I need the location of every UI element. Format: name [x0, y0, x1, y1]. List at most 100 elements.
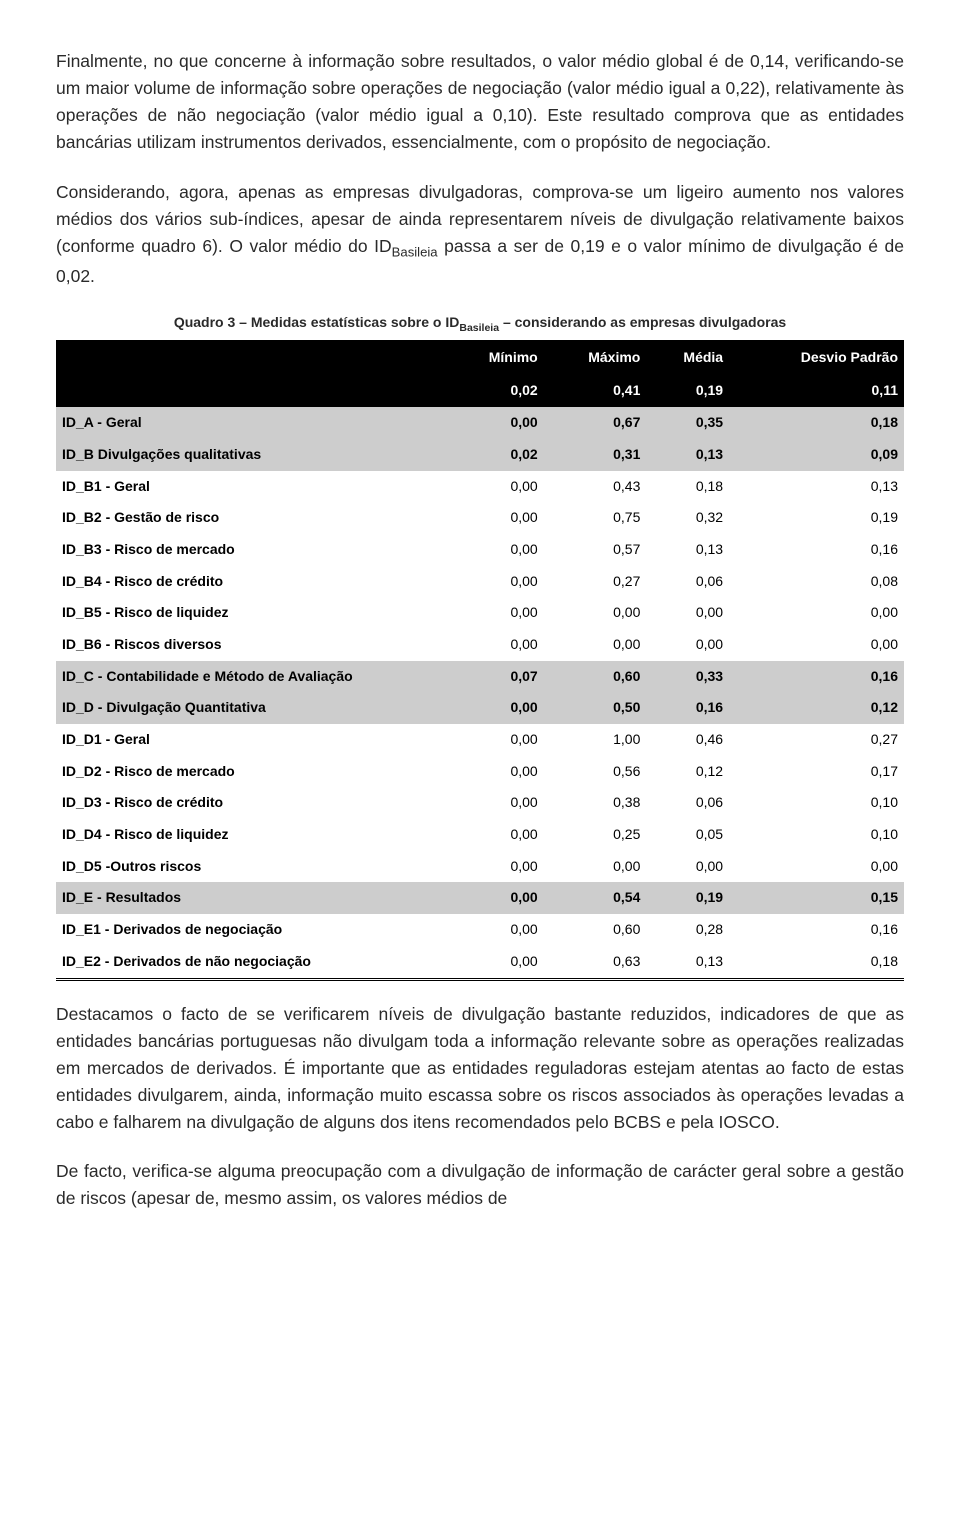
cell-avg: 0,06: [646, 787, 729, 819]
cell-min: 0,02: [446, 374, 544, 407]
paragraph-1: Finalmente, no que concerne à informação…: [56, 48, 904, 157]
cell-min: 0,00: [446, 946, 544, 979]
cell-max: 0,67: [544, 407, 647, 439]
cell-max: 0,00: [544, 629, 647, 661]
cell-min: 0,00: [446, 882, 544, 914]
stats-table: Mínimo Máximo Média Desvio Padrão ID - Í…: [56, 340, 904, 981]
row-label: ID_B Divulgações qualitativas: [56, 439, 446, 471]
caption-sub: Basileia: [459, 322, 499, 334]
cell-min: 0,00: [446, 787, 544, 819]
cell-sd: 0,16: [729, 914, 904, 946]
row-label: ID_C - Contabilidade e Método de Avaliaç…: [56, 661, 446, 693]
row-label: ID_B2 - Gestão de risco: [56, 502, 446, 534]
cell-avg: 0,12: [646, 756, 729, 788]
paragraph-3: Destacamos o facto de se verificarem nív…: [56, 1001, 904, 1137]
caption-b: – considerando as empresas divulgadoras: [499, 314, 786, 330]
cell-max: 0,41: [544, 374, 647, 407]
cell-avg: 0,16: [646, 692, 729, 724]
cell-max: 0,54: [544, 882, 647, 914]
row-label: ID_D3 - Risco de crédito: [56, 787, 446, 819]
table-row: ID_B2 - Gestão de risco0,000,750,320,19: [56, 502, 904, 534]
row-label: ID_E - Resultados: [56, 882, 446, 914]
cell-sd: 0,13: [729, 471, 904, 503]
row-label: ID_B4 - Risco de crédito: [56, 566, 446, 598]
cell-avg: 0,13: [646, 534, 729, 566]
cell-max: 1,00: [544, 724, 647, 756]
cell-max: 0,56: [544, 756, 647, 788]
cell-avg: 0,33: [646, 661, 729, 693]
cell-max: 0,43: [544, 471, 647, 503]
cell-max: 0,57: [544, 534, 647, 566]
row-label: ID - Índice de divulgação Global: [56, 374, 446, 407]
cell-min: 0,00: [446, 914, 544, 946]
table-row: ID_B6 - Riscos diversos0,000,000,000,00: [56, 629, 904, 661]
cell-avg: 0,13: [646, 439, 729, 471]
cell-avg: 0,32: [646, 502, 729, 534]
table-row: ID_E2 - Derivados de não negociação0,000…: [56, 946, 904, 979]
cell-avg: 0,06: [646, 566, 729, 598]
table-row: ID_B3 - Risco de mercado0,000,570,130,16: [56, 534, 904, 566]
cell-min: 0,00: [446, 566, 544, 598]
row-label: ID_A - Geral: [56, 407, 446, 439]
cell-max: 0,60: [544, 914, 647, 946]
col-min: Mínimo: [446, 341, 544, 375]
row-label: ID_B1 - Geral: [56, 471, 446, 503]
cell-sd: 0,18: [729, 946, 904, 979]
cell-avg: 0,46: [646, 724, 729, 756]
row-label: ID_D2 - Risco de mercado: [56, 756, 446, 788]
cell-max: 0,50: [544, 692, 647, 724]
cell-sd: 0,00: [729, 629, 904, 661]
cell-max: 0,38: [544, 787, 647, 819]
cell-min: 0,07: [446, 661, 544, 693]
cell-sd: 0,08: [729, 566, 904, 598]
cell-max: 0,00: [544, 597, 647, 629]
table-row: ID_E - Resultados0,000,540,190,15: [56, 882, 904, 914]
cell-min: 0,00: [446, 597, 544, 629]
table-row: ID_C - Contabilidade e Método de Avaliaç…: [56, 661, 904, 693]
col-sd: Desvio Padrão: [729, 341, 904, 375]
col-max: Máximo: [544, 341, 647, 375]
table-row: ID_D2 - Risco de mercado0,000,560,120,17: [56, 756, 904, 788]
row-label: ID_B6 - Riscos diversos: [56, 629, 446, 661]
cell-sd: 0,11: [729, 374, 904, 407]
cell-max: 0,27: [544, 566, 647, 598]
cell-avg: 0,18: [646, 471, 729, 503]
cell-sd: 0,10: [729, 787, 904, 819]
table-row: ID_D1 - Geral0,001,000,460,27: [56, 724, 904, 756]
table-row: ID - Índice de divulgação Global0,020,41…: [56, 374, 904, 407]
cell-avg: 0,13: [646, 946, 729, 979]
table-row: ID_A - Geral0,000,670,350,18: [56, 407, 904, 439]
table-row: ID_B4 - Risco de crédito0,000,270,060,08: [56, 566, 904, 598]
cell-sd: 0,27: [729, 724, 904, 756]
cell-sd: 0,17: [729, 756, 904, 788]
paragraph-4: De facto, verifica-se alguma preocupação…: [56, 1158, 904, 1212]
cell-min: 0,00: [446, 756, 544, 788]
cell-min: 0,00: [446, 692, 544, 724]
cell-avg: 0,19: [646, 374, 729, 407]
row-label: ID_B3 - Risco de mercado: [56, 534, 446, 566]
row-label: ID_D1 - Geral: [56, 724, 446, 756]
table-row: ID_D - Divulgação Quantitativa0,000,500,…: [56, 692, 904, 724]
caption-a: Quadro 3 – Medidas estatísticas sobre o …: [174, 314, 460, 330]
cell-sd: 0,16: [729, 661, 904, 693]
col-avg: Média: [646, 341, 729, 375]
row-label: ID_B5 - Risco de liquidez: [56, 597, 446, 629]
cell-min: 0,00: [446, 502, 544, 534]
row-label: ID_E1 - Derivados de negociação: [56, 914, 446, 946]
table-row: ID_D4 - Risco de liquidez0,000,250,050,1…: [56, 819, 904, 851]
cell-min: 0,00: [446, 724, 544, 756]
cell-sd: 0,09: [729, 439, 904, 471]
table-row: ID_B1 - Geral0,000,430,180,13: [56, 471, 904, 503]
cell-max: 0,60: [544, 661, 647, 693]
cell-avg: 0,00: [646, 597, 729, 629]
cell-sd: 0,15: [729, 882, 904, 914]
table-row: ID_D5 -Outros riscos0,000,000,000,00: [56, 851, 904, 883]
table-row: ID_D3 - Risco de crédito0,000,380,060,10: [56, 787, 904, 819]
cell-sd: 0,00: [729, 851, 904, 883]
cell-avg: 0,00: [646, 851, 729, 883]
cell-max: 0,00: [544, 851, 647, 883]
table-row: ID_B Divulgações qualitativas0,020,310,1…: [56, 439, 904, 471]
cell-sd: 0,19: [729, 502, 904, 534]
cell-sd: 0,10: [729, 819, 904, 851]
cell-sd: 0,16: [729, 534, 904, 566]
